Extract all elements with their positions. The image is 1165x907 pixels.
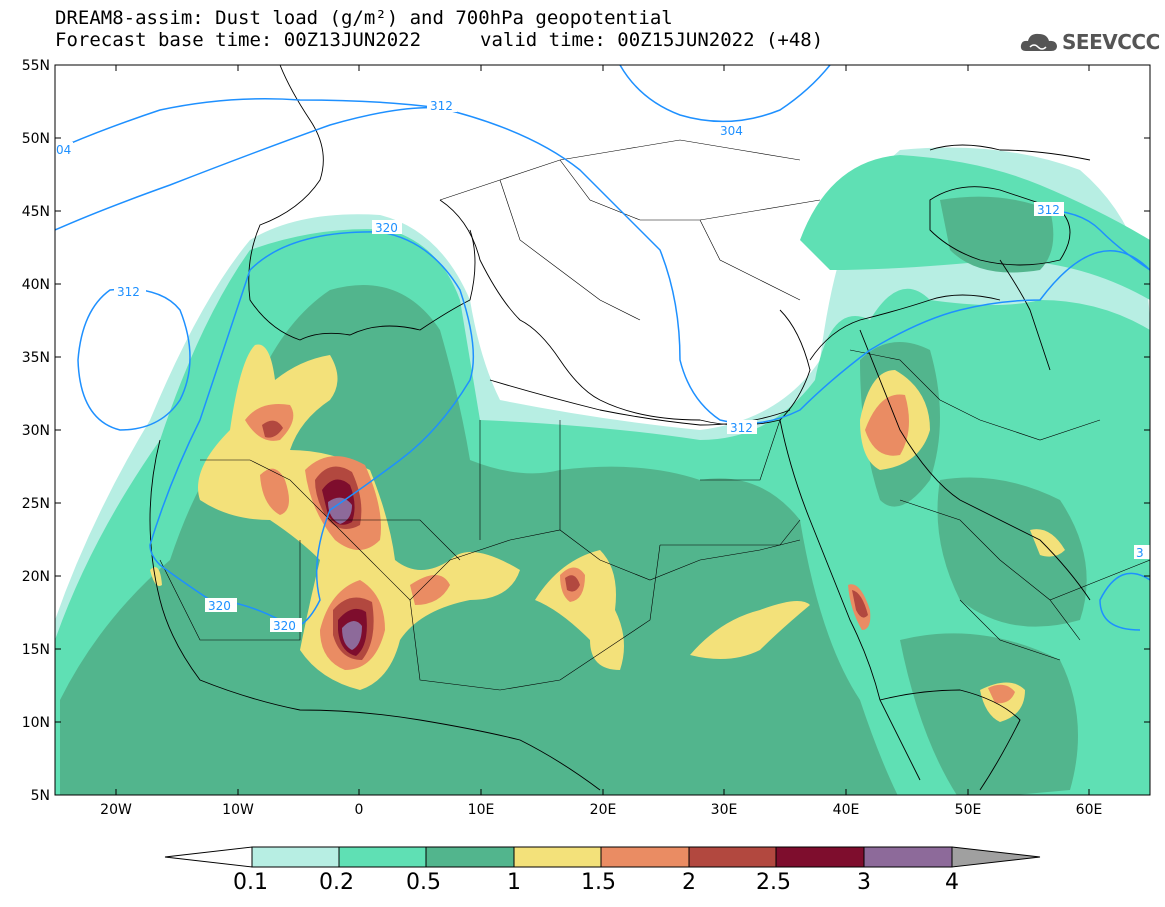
contour-label: 312 [730,421,753,435]
lat-labels: 55N 50N 45N 40N 35N 30N 25N 20N 15N 10N … [22,58,50,804]
colorbar-label: 0.1 [233,870,268,895]
lon-label: 40E [833,802,860,818]
lon-label: 50E [955,802,982,818]
lat-ticks [55,64,1150,723]
colorbar-label: 4 [945,870,959,895]
colorbar-swatch [775,846,865,868]
lat-label: 10N [22,715,50,731]
contour-label: 312 [117,285,140,299]
dust-field [55,65,1150,795]
lon-label: 30E [711,802,738,818]
colorbar-label: 1.5 [581,870,616,895]
coastlines [149,65,1091,791]
colorbar-swatch [688,846,777,868]
contour-label: 3 [1136,546,1144,560]
colorbar-label: 1 [507,870,521,895]
colorbar-label: 2 [682,870,696,895]
lat-label: 55N [22,58,50,74]
contour-label: 320 [375,221,398,235]
lat-label: 40N [22,277,50,293]
lon-label: 10E [468,802,495,818]
colorbar-label: 3 [857,870,871,895]
contour-label: 312 [430,99,453,113]
colorbar-label: 0.2 [319,870,354,895]
lat-label: 30N [22,423,50,439]
colorbar-label: 2.5 [756,870,791,895]
lon-ticks [115,65,1090,795]
lon-labels: 20W 10W 0 10E 20E 30E 40E 50E 60E [100,802,1102,818]
contour-label: 320 [273,619,296,633]
colorbar-max-arrow [951,846,1041,868]
lon-label: 0 [355,802,364,818]
lat-label: 50N [22,131,50,147]
contour-label: 04 [56,143,71,157]
lon-label: 20W [100,802,132,818]
cloud-logo-icon [1020,33,1057,51]
colorbar [164,846,1041,868]
valid-time: valid time: 00Z15JUN2022 (+48) [480,29,824,51]
country-borders [159,139,1150,691]
contour-label: 320 [208,599,231,613]
colorbar-swatch [425,846,515,868]
contour-labels: 312 320 320 320 312 304 312 312 04 3 [55,98,1150,633]
map-title: DREAM8-assim: Dust load (g/m²) and 700hP… [55,7,673,29]
contour-label: 304 [720,124,743,138]
lat-label: 15N [22,642,50,658]
colorbar-swatch [600,846,690,868]
colorbar-swatch [513,846,602,868]
contour-label: 312 [1037,203,1060,217]
colorbar-label: 0.5 [406,870,441,895]
colorbar-swatch [338,846,427,868]
lon-label: 20E [590,802,617,818]
colorbar-swatch [251,846,340,868]
base-time: Forecast base time: 00Z13JUN2022 [55,29,422,51]
lat-label: 25N [22,496,50,512]
colorbar-min-arrow [164,846,253,868]
colorbar-swatch [863,846,953,868]
lat-label: 35N [22,350,50,366]
lon-label: 10W [222,802,254,818]
logo-text: SEEVCCC [1062,30,1160,54]
lat-label: 45N [22,204,50,220]
lat-label: 5N [31,788,50,804]
lat-label: 20N [22,569,50,585]
lon-label: 60E [1076,802,1103,818]
